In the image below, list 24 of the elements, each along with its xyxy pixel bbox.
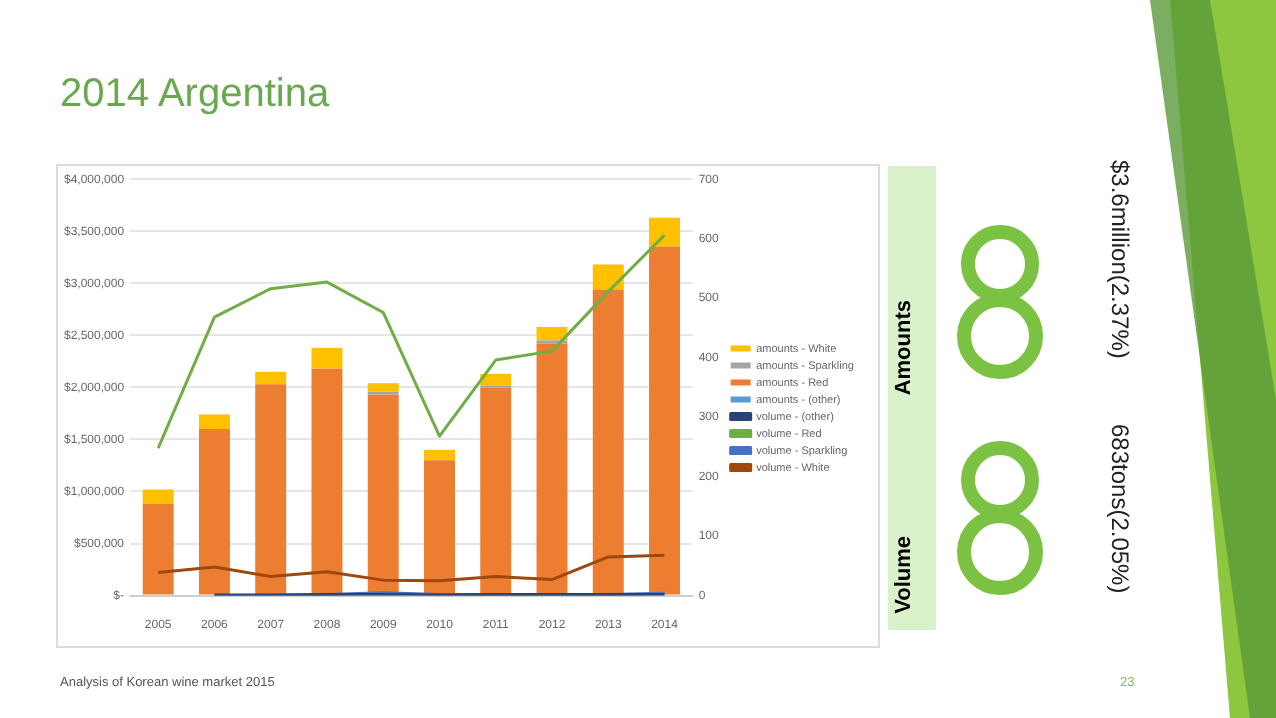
text: 683tons(2.05%) bbox=[1106, 424, 1134, 594]
bar bbox=[649, 246, 680, 595]
text: $3.6million(2.37%) bbox=[1106, 160, 1134, 359]
bar bbox=[198, 414, 230, 430]
bar bbox=[142, 489, 174, 504]
bar bbox=[536, 343, 568, 595]
bar bbox=[255, 384, 287, 595]
bar bbox=[424, 449, 455, 461]
bar bbox=[367, 383, 399, 392]
chart-title: 2014 Argentina bbox=[60, 72, 330, 118]
bar bbox=[649, 217, 680, 247]
bar bbox=[255, 371, 287, 385]
bar bbox=[311, 347, 343, 369]
text: Volume bbox=[892, 536, 916, 614]
bar bbox=[367, 394, 399, 594]
bar bbox=[536, 327, 568, 341]
bar bbox=[142, 503, 174, 595]
bar bbox=[424, 460, 455, 595]
bar bbox=[198, 429, 230, 595]
bar bbox=[311, 368, 343, 595]
bar bbox=[480, 387, 512, 595]
text: Amounts bbox=[892, 300, 916, 396]
bar bbox=[592, 289, 624, 595]
bar bbox=[592, 264, 624, 290]
